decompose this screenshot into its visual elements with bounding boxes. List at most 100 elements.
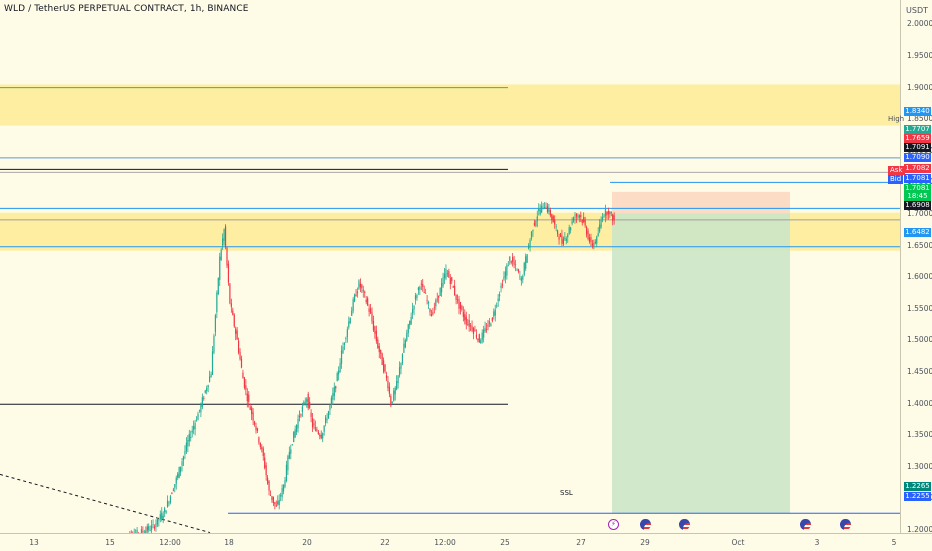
price-axis[interactable]: [900, 0, 932, 550]
candle-body: [291, 444, 293, 446]
candle-body: [539, 209, 541, 215]
candle-body: [380, 349, 382, 354]
candle-body: [140, 529, 143, 535]
trendline-dashed: [0, 473, 211, 534]
candle-body: [314, 426, 317, 431]
supply-zone-upper: [0, 84, 900, 126]
candle-body: [310, 412, 312, 418]
us-flag-icon[interactable]: [640, 519, 651, 530]
time-tick-label: 18: [224, 538, 234, 547]
lightning-icon[interactable]: ⚡: [608, 519, 619, 530]
candle-body: [397, 375, 399, 384]
candle-body: [470, 325, 472, 327]
price-tag: 18:45: [904, 192, 931, 201]
candle-body: [197, 413, 199, 421]
candle-body: [372, 320, 375, 331]
candle-body: [142, 531, 144, 533]
candle-body: [533, 223, 535, 226]
us-flag-icon[interactable]: [840, 519, 851, 530]
candle-body: [607, 210, 609, 215]
candle-body: [171, 493, 173, 495]
candle-body: [514, 264, 517, 266]
candle-body: [452, 286, 454, 288]
candle-body: [374, 326, 376, 334]
candle-body: [472, 327, 475, 335]
candle-body: [384, 364, 386, 372]
currency-label[interactable]: USDT: [906, 6, 928, 15]
price-tick-label: 1.6000: [907, 272, 932, 282]
candle-body: [378, 346, 380, 353]
candle-body: [570, 227, 572, 231]
candle-body: [311, 418, 314, 428]
candle-body: [394, 387, 396, 395]
price-tick-label: 1.8500: [907, 114, 932, 124]
candle-body: [145, 530, 147, 535]
candle-body: [423, 291, 425, 293]
candle-body: [400, 363, 402, 369]
candle-body: [181, 461, 183, 466]
candle-body: [195, 420, 198, 422]
candle-body: [214, 315, 216, 333]
candle-body: [182, 456, 185, 461]
candle-body: [427, 302, 430, 304]
time-tick-label: 13: [29, 538, 39, 547]
candle-body: [545, 208, 547, 209]
price-tag: 1.7090: [904, 153, 931, 162]
candle-body: [572, 218, 575, 220]
candle-body: [388, 386, 390, 394]
candle-body: [229, 283, 231, 304]
candle-body: [281, 487, 283, 498]
candle-body: [403, 343, 405, 353]
candle-body: [555, 226, 557, 228]
candle-body: [562, 239, 564, 244]
candle-body: [303, 401, 305, 405]
candle-body: [425, 292, 427, 294]
candle-body: [330, 397, 332, 405]
candle-body: [613, 215, 615, 220]
candle-body: [385, 375, 388, 379]
candle-body: [251, 407, 253, 415]
candle-body: [217, 277, 219, 294]
candle-body: [488, 321, 491, 324]
us-flag-icon[interactable]: [800, 519, 811, 530]
candle-body: [164, 508, 166, 512]
candle-body: [169, 496, 172, 503]
candle-body: [210, 374, 212, 378]
candle-body: [529, 239, 531, 248]
candle-body: [346, 329, 348, 337]
candle-body: [606, 212, 608, 216]
candle-body: [178, 467, 180, 478]
us-flag-icon[interactable]: [679, 519, 690, 530]
candle-body: [506, 265, 508, 276]
candle-body: [272, 496, 274, 503]
candle-body: [410, 316, 412, 325]
candle-body: [155, 523, 157, 528]
candle-body: [185, 442, 187, 452]
candle-body: [256, 428, 259, 431]
candle-body: [352, 299, 354, 311]
candle-body: [226, 247, 228, 266]
candle-body: [459, 302, 462, 310]
candle-body: [262, 448, 264, 457]
candle-body: [501, 284, 504, 286]
candle-body: [274, 502, 276, 505]
time-tick-label: Oct: [731, 538, 745, 547]
candle-body: [416, 295, 418, 299]
candle-body: [468, 319, 470, 327]
candle-body: [153, 526, 156, 529]
candle-body: [458, 298, 460, 309]
candle-body: [542, 203, 544, 205]
candle-body: [175, 477, 177, 484]
price-tick-label: 1.7000: [907, 209, 932, 218]
time-axis[interactable]: [0, 533, 932, 551]
candle-body: [369, 308, 372, 314]
candle-body: [455, 294, 457, 300]
candle-body: [161, 512, 163, 520]
symbol-title: WLD / TetherUS PERPETUAL CONTRACT, 1h, B…: [4, 4, 249, 14]
candle-body: [446, 273, 448, 275]
price-tag: 1.8340: [904, 107, 931, 116]
candle-body: [503, 276, 505, 280]
candle-body: [612, 214, 614, 221]
candle-body: [478, 334, 480, 343]
